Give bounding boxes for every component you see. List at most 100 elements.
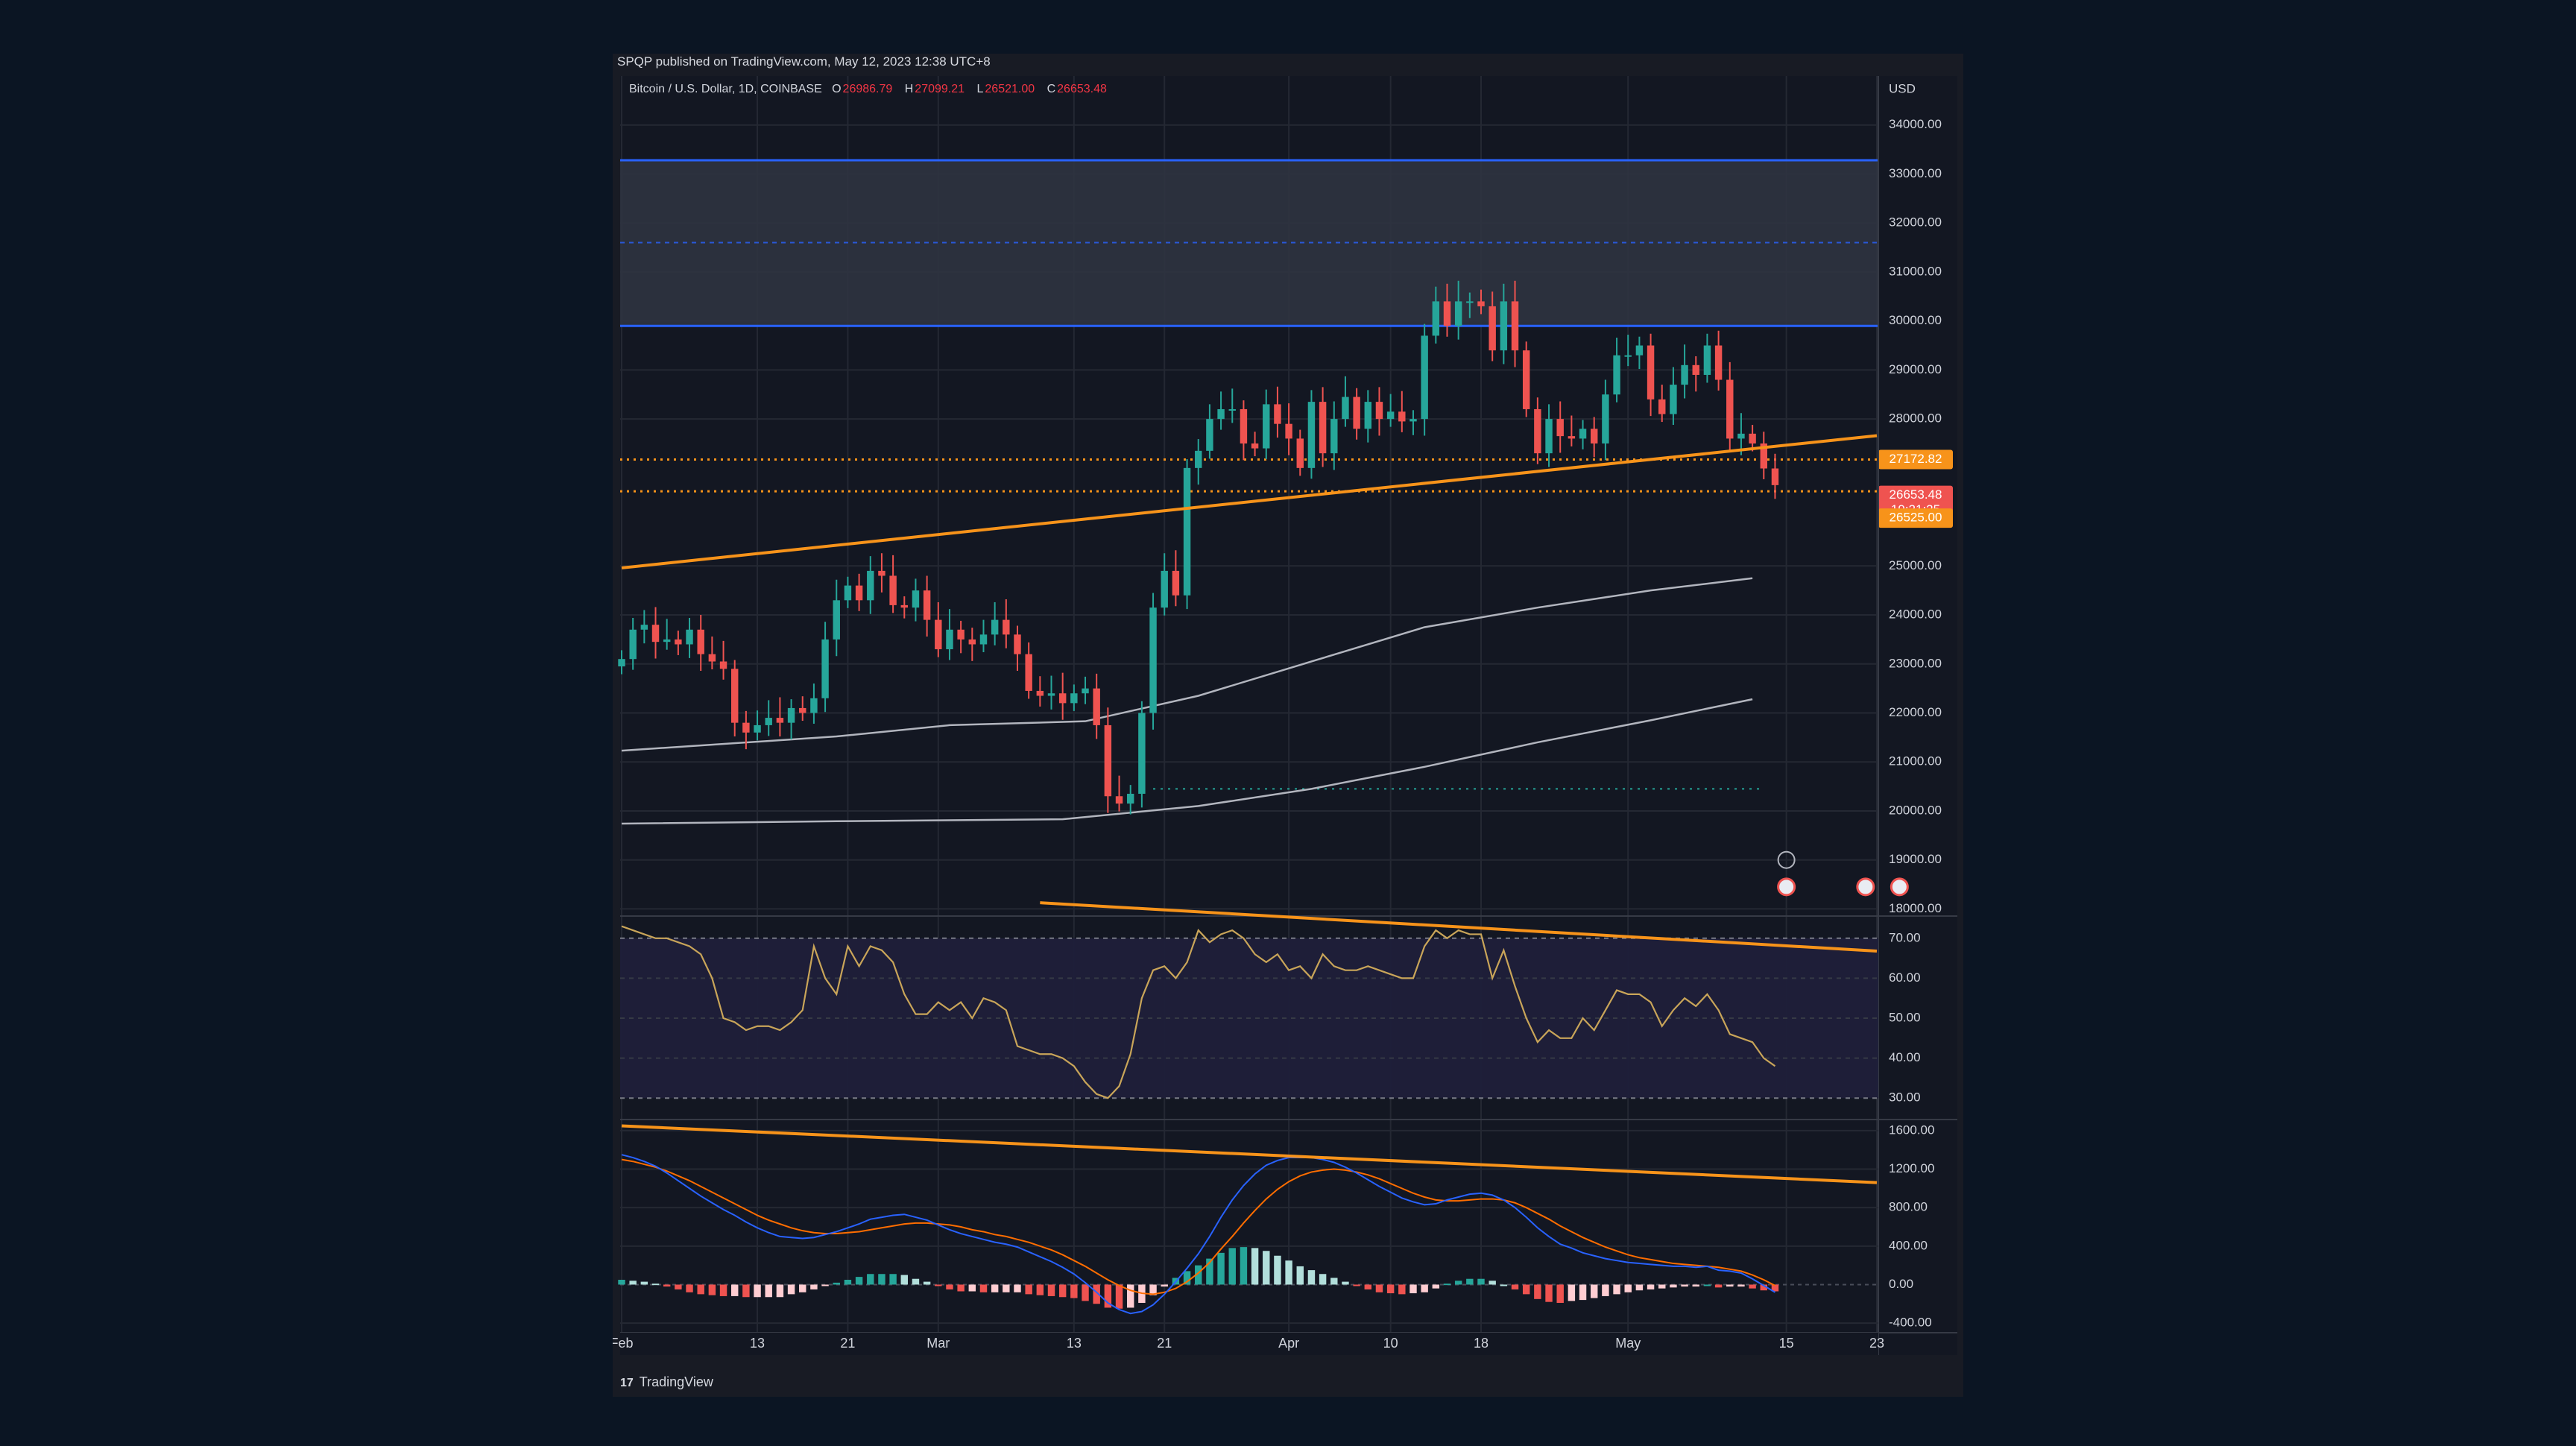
candle-body [1014, 634, 1021, 654]
low-value: 26521.00 [985, 83, 1035, 95]
economic-event-icon [1890, 877, 1909, 897]
macd-histogram-bar [1217, 1252, 1225, 1285]
publish-note: SPQP published on TradingView.com, May 1… [617, 54, 991, 69]
macd-histogram-bar [1760, 1284, 1768, 1291]
candle-body [675, 639, 682, 645]
macd-histogram-bar [1070, 1284, 1078, 1298]
macd-histogram-bar [1443, 1284, 1451, 1286]
candle [923, 575, 931, 637]
candle-body [708, 654, 716, 662]
candle-body [719, 661, 727, 669]
candle [855, 573, 863, 611]
candle-body [855, 585, 863, 601]
candle-body [912, 590, 920, 608]
candle [1025, 642, 1032, 699]
candle-body [1195, 450, 1202, 468]
time-tick-label: 21 [840, 1336, 855, 1351]
candle-body [1726, 379, 1734, 439]
upper-line-badge-bg [1878, 449, 1953, 470]
candle [1489, 291, 1496, 362]
price-tick-label: 30000.00 [1889, 313, 1942, 327]
candle [1274, 386, 1281, 438]
candle [979, 619, 988, 652]
macd-histogram-bar [1353, 1284, 1360, 1286]
candle-body [889, 575, 897, 605]
candle [1093, 673, 1100, 739]
macd-histogram-bar [878, 1274, 886, 1285]
candle [935, 602, 942, 657]
candle-body [1421, 335, 1428, 420]
candle [1014, 625, 1021, 671]
macd-histogram-bar [697, 1284, 704, 1295]
candle [1398, 391, 1406, 432]
candle [821, 622, 829, 713]
candle-body [1579, 429, 1587, 439]
candle-body [1500, 301, 1508, 351]
candle [1409, 410, 1417, 435]
candle [1296, 429, 1304, 476]
candle [1522, 341, 1530, 417]
time-tick-label: 21 [1157, 1336, 1172, 1351]
candle [1240, 400, 1248, 461]
macd-histogram-bar [754, 1284, 761, 1298]
time-tick-label: Apr [1278, 1336, 1299, 1351]
macd-histogram-bar [889, 1274, 897, 1285]
candle [1500, 283, 1508, 364]
candle-body [1319, 402, 1327, 454]
candle-body [1342, 397, 1349, 420]
economic-event-icon [1856, 877, 1875, 897]
macd-histogram-bar [1082, 1284, 1089, 1301]
candle-body [1274, 404, 1281, 424]
macd-histogram-bar [708, 1284, 716, 1295]
candle [1454, 280, 1462, 340]
macd-histogram-bar [1036, 1284, 1044, 1295]
candle [1568, 415, 1576, 446]
macd-histogram-bar [799, 1284, 806, 1292]
open-value: 26986.79 [842, 83, 893, 95]
candle [1058, 672, 1067, 720]
price-tick-label: 18000.00 [1889, 901, 1942, 915]
candle [912, 578, 920, 622]
candle [663, 619, 671, 650]
candle [1115, 775, 1123, 812]
macd-tick-label: 800.00 [1889, 1200, 1928, 1214]
candle [1534, 397, 1541, 464]
candle [878, 553, 886, 593]
candle [1375, 387, 1383, 436]
macd-histogram-bar [1093, 1284, 1100, 1304]
macd-histogram-bar [618, 1280, 625, 1285]
candle-body [1647, 345, 1655, 400]
macd-histogram-bar [1149, 1284, 1157, 1295]
macd-histogram-bar [1307, 1270, 1316, 1285]
candle-body [1534, 408, 1541, 454]
macd-histogram-bar [663, 1284, 671, 1287]
candle [618, 650, 625, 675]
candle-body [957, 629, 965, 640]
macd-tick-label: -400.00 [1889, 1316, 1932, 1330]
rsi-tick-label: 60.00 [1889, 970, 1921, 985]
macd-histogram-bar [719, 1284, 727, 1296]
candle [991, 602, 999, 645]
macd-histogram-bar [1511, 1284, 1519, 1289]
lightning-icon [1777, 850, 1796, 869]
macd-histogram-bar [1206, 1258, 1213, 1285]
candle [1183, 459, 1191, 610]
candle-body [1635, 345, 1644, 356]
price-tick-label: 33000.00 [1889, 166, 1942, 180]
price-tick-label: 19000.00 [1889, 852, 1942, 866]
ascending-trendline [621, 434, 1878, 569]
macd-histogram-bar [1058, 1284, 1067, 1298]
candle-body [1545, 419, 1553, 454]
price-chart[interactable]: 34000.00 33000.00 32000.00 31000.00 30000.00… [613, 54, 1963, 1397]
macd-histogram-bar [1500, 1284, 1508, 1286]
time-tick-label: 10 [1383, 1336, 1398, 1351]
macd-histogram-bar [1409, 1284, 1417, 1294]
macd-histogram-bar [1421, 1284, 1428, 1292]
candle [867, 556, 874, 614]
candle [1635, 336, 1644, 370]
macd-histogram-bar [1003, 1284, 1010, 1292]
macd-histogram-bar [1126, 1284, 1134, 1308]
tradingview-brand[interactable]: 17 TradingView [620, 1367, 713, 1397]
candle [675, 631, 682, 655]
macd-histogram-bar [1591, 1284, 1598, 1298]
